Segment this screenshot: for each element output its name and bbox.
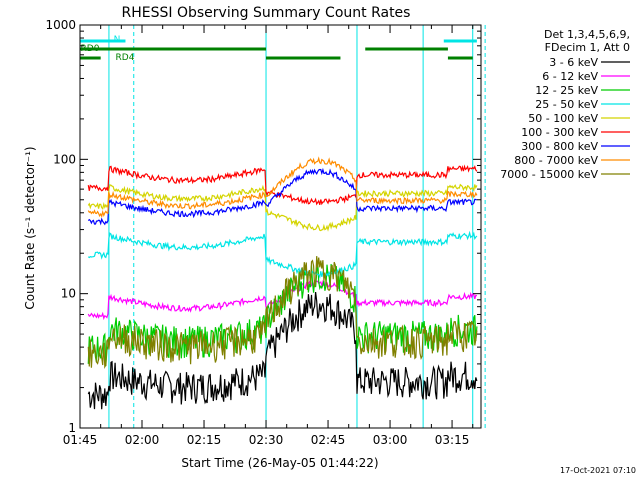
x-axis: 01:45 02:00 02:15 02:30 02:45 03:00 03:15 <box>63 25 474 447</box>
series-line-9 <box>87 256 478 369</box>
series-line-1 <box>87 292 478 410</box>
legend-label: 100 - 300 keV <box>521 126 598 139</box>
flag-label: N <box>114 35 121 45</box>
x-tick-label: 02:00 <box>125 433 160 447</box>
series-line-4 <box>87 230 478 279</box>
flag-bars: N RD0 RD4 <box>80 35 477 63</box>
legend-label: 300 - 800 keV <box>521 140 598 153</box>
date-stamp: 17-Oct-2021 07:10 <box>560 466 636 475</box>
legend-label: 800 - 7000 keV <box>514 154 598 167</box>
chart-title: RHESSI Observing Summary Count Rates <box>122 5 411 21</box>
y-tick-label: 10 <box>61 287 76 301</box>
x-tick-label: 03:15 <box>435 433 470 447</box>
flag-label: RD4 <box>116 53 135 63</box>
legend-header-line: Det 1,3,4,5,6,9, <box>544 28 630 41</box>
y-axis-label: Count Rate (s⁻¹ detector⁻¹) <box>23 146 37 309</box>
y-axis: 1 10 100 1000 <box>45 18 481 435</box>
series-line-7 <box>87 167 478 226</box>
x-tick-label: 02:30 <box>249 433 284 447</box>
legend: Det 1,3,4,5,6,9,FDecim 1, Att 0 3 - 6 keV… <box>500 28 630 181</box>
legend-label: 12 - 25 keV <box>535 84 598 97</box>
legend-label: 50 - 100 keV <box>528 112 598 125</box>
plot-frame <box>79 24 482 429</box>
legend-header-line: FDecim 1, Att 0 <box>545 41 630 54</box>
y-tick-label: 100 <box>53 152 76 166</box>
y-tick-label: 1 <box>68 421 76 435</box>
legend-label: 3 - 6 keV <box>549 56 598 69</box>
x-tick-label: 02:15 <box>187 433 222 447</box>
flag-label: RD0 <box>81 44 100 54</box>
x-tick-label: 03:00 <box>373 433 408 447</box>
y-tick-label: 1000 <box>45 18 76 32</box>
x-tick-label: 02:45 <box>311 433 346 447</box>
legend-label: 25 - 50 keV <box>535 98 598 111</box>
legend-label: 7000 - 15000 keV <box>500 168 598 181</box>
x-tick-label: 01:45 <box>63 433 98 447</box>
series-line-6 <box>87 164 478 206</box>
x-axis-label: Start Time (26-May-05 01:44:22) <box>181 456 378 470</box>
series-line-5 <box>87 183 478 232</box>
legend-label: 6 - 12 keV <box>542 70 598 83</box>
series-line-8 <box>87 156 478 219</box>
series-lines <box>87 156 478 410</box>
